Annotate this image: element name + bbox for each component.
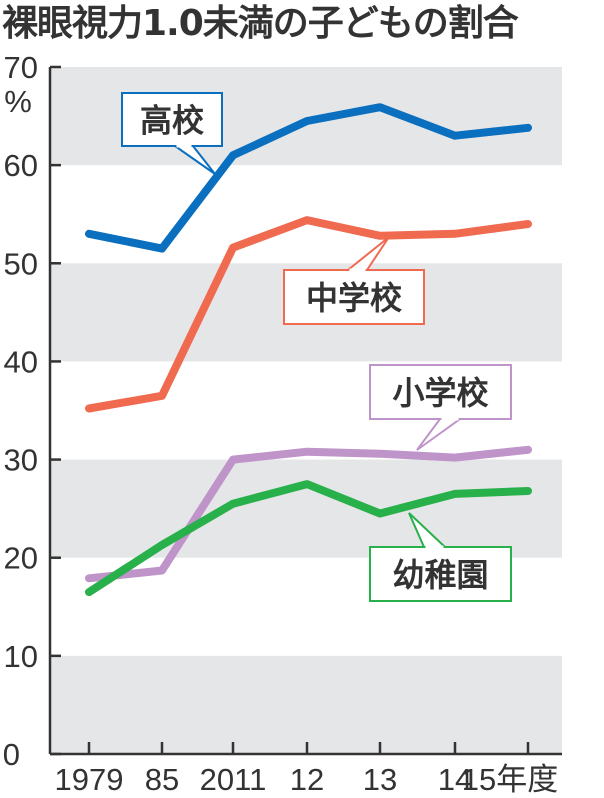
y-tick-label: 30 bbox=[4, 443, 38, 478]
callout-elementary: 小学校 bbox=[369, 364, 512, 451]
callout-junior-high: 中学校 bbox=[283, 236, 425, 325]
x-tick-label: 2011 bbox=[200, 762, 267, 797]
y-tick-label: 0 bbox=[3, 737, 20, 772]
x-tick-label: 13 bbox=[363, 762, 397, 797]
x-tick-label: 85 bbox=[145, 762, 179, 797]
callout-label: 小学校 bbox=[392, 374, 488, 412]
y-tick-label: 20 bbox=[4, 541, 38, 576]
callout-label: 幼稚園 bbox=[392, 556, 488, 594]
grid-band bbox=[51, 655, 562, 754]
callout-label: 高校 bbox=[140, 102, 204, 140]
y-tick-label: 10 bbox=[4, 639, 38, 674]
x-tick-label: 12 bbox=[290, 762, 324, 797]
y-tick-label: 40 bbox=[4, 344, 38, 379]
x-tick-label: 15年度 bbox=[462, 762, 558, 797]
series-line-elementary bbox=[85, 445, 532, 583]
callout-high-school: 高校 bbox=[121, 92, 223, 175]
series-line-junior-high bbox=[85, 216, 532, 413]
series-line-high-school bbox=[85, 103, 532, 253]
x-tick-label: 14 bbox=[438, 762, 472, 797]
y-tick-label: 70 bbox=[4, 50, 38, 85]
y-tick-label: 60 bbox=[4, 148, 38, 183]
series-line-kindergarten bbox=[85, 480, 532, 597]
y-unit-label: % bbox=[4, 84, 32, 119]
callout-kindergarten: 幼稚園 bbox=[369, 512, 512, 602]
chart-title: 裸眼視力1.0未満の子どもの割合 bbox=[2, 3, 519, 44]
y-tick-label: 50 bbox=[4, 246, 38, 281]
callout-label: 中学校 bbox=[306, 279, 402, 317]
grid-band bbox=[51, 459, 562, 558]
x-tick-label: 1979 bbox=[55, 762, 124, 797]
